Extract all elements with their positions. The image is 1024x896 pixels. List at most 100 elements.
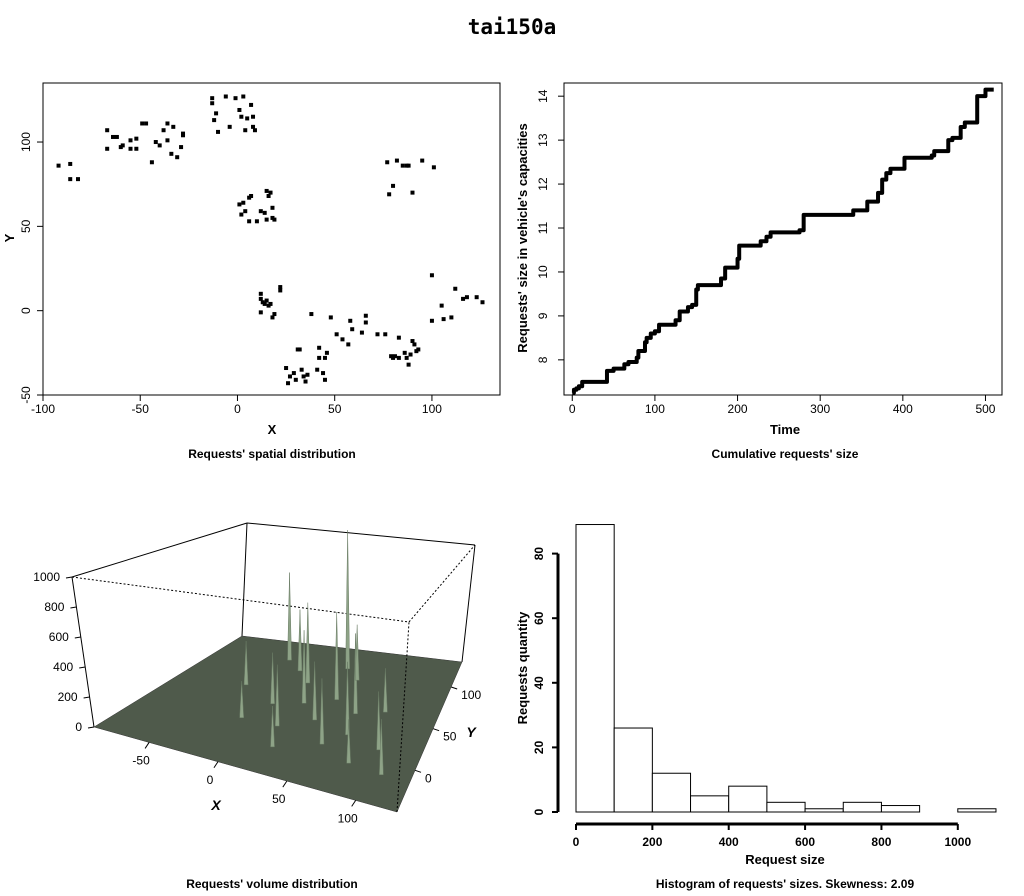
cumulative-panel: 0 100 200 300 400 500 8 9 10 11 12 13 14 Time Reques… xyxy=(515,82,1003,461)
scatter-point xyxy=(359,330,364,335)
scatter-point xyxy=(243,128,248,133)
surface3d-ztick-label: 800 xyxy=(44,600,64,614)
scatter-point xyxy=(171,124,176,129)
scatter-point xyxy=(340,337,345,342)
cumulative-xtick-label: 300 xyxy=(810,402,830,416)
scatter-point xyxy=(480,300,485,305)
histogram-ylabel: Requests quantity xyxy=(515,611,530,724)
scatter-point xyxy=(76,177,81,182)
surface3d-ztick-mark xyxy=(74,636,81,639)
histogram-bar xyxy=(957,808,997,813)
surface-peak xyxy=(376,691,381,751)
histogram-bar xyxy=(690,795,730,813)
scatter-point xyxy=(400,163,405,168)
scatter-point xyxy=(111,134,116,139)
histogram-bar xyxy=(651,772,692,813)
scatter-point xyxy=(299,367,304,372)
scatter-point xyxy=(391,183,396,188)
scatter-caption: Requests' spatial distribution xyxy=(188,447,356,461)
histogram-bar xyxy=(766,801,806,813)
scatter-point xyxy=(258,209,263,214)
surface3d-xtick-mark xyxy=(282,780,288,788)
scatter-point xyxy=(134,136,139,141)
surface-peak xyxy=(354,624,360,681)
scatter-point xyxy=(239,114,244,119)
scatter-point xyxy=(406,362,411,367)
histogram-bar xyxy=(728,785,768,813)
scatter-point xyxy=(68,177,73,182)
histogram-ytick-label: 0 xyxy=(532,808,546,815)
cumulative-ytick-label: 9 xyxy=(536,312,550,319)
scatter-point xyxy=(239,212,244,217)
histogram-xtick-label: 200 xyxy=(642,835,662,849)
scatter-point xyxy=(412,342,417,347)
scatter-point xyxy=(134,146,139,151)
histogram-bar xyxy=(613,727,653,813)
scatter-point xyxy=(431,165,436,170)
scatter-xtick-label: 100 xyxy=(422,402,442,416)
scatter-point xyxy=(383,332,388,337)
scatter-point xyxy=(233,96,238,101)
scatter-point xyxy=(449,315,454,320)
scatter-point xyxy=(286,381,291,386)
scatter-point xyxy=(363,313,368,318)
scatter-point xyxy=(210,96,215,101)
surface-peak xyxy=(239,681,244,718)
surface3d-ztick-mark xyxy=(87,726,95,729)
cumulative-ytick-label: 11 xyxy=(536,221,550,234)
scatter-point xyxy=(216,129,221,134)
scatter-point xyxy=(303,379,308,384)
scatter-point xyxy=(402,350,407,355)
cumulative-xtick-label: 400 xyxy=(893,402,913,416)
surface3d-ytick-label: 100 xyxy=(461,688,481,702)
box-edge xyxy=(71,576,95,728)
cumulative-caption: Cumulative requests' size xyxy=(712,447,859,461)
scatter-point xyxy=(114,134,119,139)
scatter-xtick-label: 0 xyxy=(234,402,241,416)
scatter-xtick-label: -50 xyxy=(132,402,150,416)
scatter-plot-box xyxy=(42,82,501,396)
histogram-bar xyxy=(804,808,844,813)
scatter-point xyxy=(396,335,401,340)
scatter-point xyxy=(161,128,166,133)
histogram-xtick-label: 1000 xyxy=(944,835,971,849)
box-edge xyxy=(71,522,248,578)
histogram-xlabel: Request size xyxy=(745,852,824,867)
surface3d-ytick-label: 0 xyxy=(425,771,432,785)
scatter-point xyxy=(334,332,339,337)
scatter-point xyxy=(268,301,273,306)
scatter-ytick-label: -50 xyxy=(19,386,33,404)
figure-title: tai150a xyxy=(468,15,557,39)
surface3d-ztick-label: 200 xyxy=(58,690,78,704)
cumulative-xtick-label: 500 xyxy=(975,402,995,416)
scatter-point xyxy=(404,355,409,360)
scatter-point xyxy=(175,155,180,160)
scatter-ytick-label: 50 xyxy=(19,219,33,233)
scatter-point xyxy=(416,347,421,352)
scatter-point xyxy=(270,205,275,210)
scatter-point xyxy=(410,339,415,344)
box-edge-dotted xyxy=(408,544,476,623)
surface-peak xyxy=(334,612,339,700)
surface3d-ztick-mark xyxy=(79,666,86,669)
scatter-point xyxy=(210,101,215,106)
scatter-point xyxy=(385,160,390,165)
scatter-point xyxy=(169,151,174,156)
scatter-point xyxy=(214,111,219,116)
scatter-point xyxy=(392,354,397,359)
cumulative-ytick-label: 13 xyxy=(536,133,550,147)
scatter-point xyxy=(258,296,263,301)
surface-peak xyxy=(312,661,317,721)
scatter-point xyxy=(396,355,401,360)
histogram-xtick-label: 600 xyxy=(795,835,815,849)
scatter-point xyxy=(439,303,444,308)
scatter-point xyxy=(387,192,392,197)
scatter-point xyxy=(429,273,434,278)
scatter-point xyxy=(429,318,434,323)
histogram-xtick-label: 400 xyxy=(719,835,739,849)
histogram-caption: Histogram of requests' sizes. Skewness: … xyxy=(656,877,915,891)
scatter-point xyxy=(291,371,296,376)
scatter-point xyxy=(56,163,61,168)
